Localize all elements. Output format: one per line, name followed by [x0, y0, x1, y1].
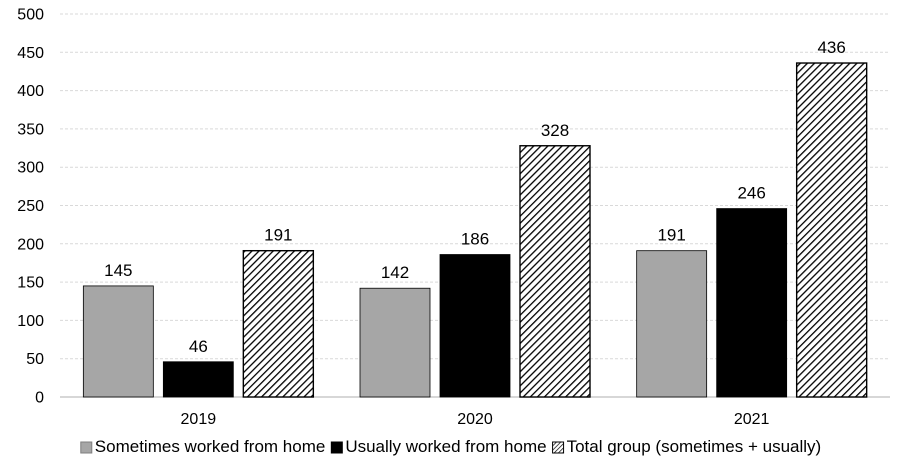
- x-tick-label: 2021: [734, 411, 770, 428]
- data-label: 436: [817, 38, 845, 57]
- data-label: 46: [189, 337, 208, 356]
- bar-sometimes-worked-from-home-2021: [636, 250, 708, 398]
- legend-label: Sometimes worked from home: [95, 437, 326, 456]
- bar-usually-worked-from-home-2020: [439, 254, 511, 398]
- y-tick-label: 50: [26, 351, 44, 368]
- legend-item: Total group (sometimes + usually): [552, 437, 822, 456]
- legend-label: Usually worked from home: [345, 437, 546, 456]
- y-tick-label: 200: [17, 236, 44, 253]
- y-tick-label: 150: [17, 275, 44, 292]
- bar-sometimes-worked-from-home-2019: [82, 285, 154, 398]
- legend-label: Total group (sometimes + usually): [567, 437, 822, 456]
- data-label: 246: [737, 184, 765, 203]
- legend-swatch: [80, 441, 93, 454]
- data-label: 191: [657, 226, 685, 245]
- bar-usually-worked-from-home-2021: [716, 208, 788, 398]
- data-label: 191: [264, 226, 292, 245]
- data-label: 145: [104, 261, 132, 280]
- data-label: 186: [461, 230, 489, 249]
- bar-usually-worked-from-home-2019: [162, 361, 234, 398]
- y-tick-label: 0: [35, 390, 44, 407]
- y-tick-label: 450: [17, 45, 44, 62]
- legend-item: Sometimes worked from home: [80, 437, 326, 456]
- y-tick-label: 100: [17, 313, 44, 330]
- x-tick-label: 2019: [181, 411, 217, 428]
- y-tick-label: 350: [17, 121, 44, 138]
- bars: [82, 62, 868, 398]
- data-labels: 145 46 191 142 186 328 191 246 436: [104, 38, 846, 356]
- bar-sometimes-worked-from-home-2020: [359, 287, 431, 398]
- data-label: 142: [381, 263, 409, 282]
- x-tick-label: 2020: [457, 411, 493, 428]
- legend-item: Usually worked from home: [330, 437, 547, 456]
- y-tick-label: 400: [17, 83, 44, 100]
- y-tick-label: 500: [17, 7, 44, 24]
- bar-total-group-sometimes-usually-2019: [242, 249, 315, 398]
- y-tick-label: 300: [17, 160, 44, 177]
- legend: Sometimes worked from home Usually worked…: [80, 437, 822, 456]
- y-tick-label: 250: [17, 198, 44, 215]
- legend-swatch: [330, 441, 343, 454]
- data-label: 328: [541, 121, 569, 140]
- bar-total-group-sometimes-usually-2021: [795, 62, 868, 398]
- legend-swatch: [552, 441, 565, 454]
- bar-total-group-sometimes-usually-2020: [519, 145, 591, 398]
